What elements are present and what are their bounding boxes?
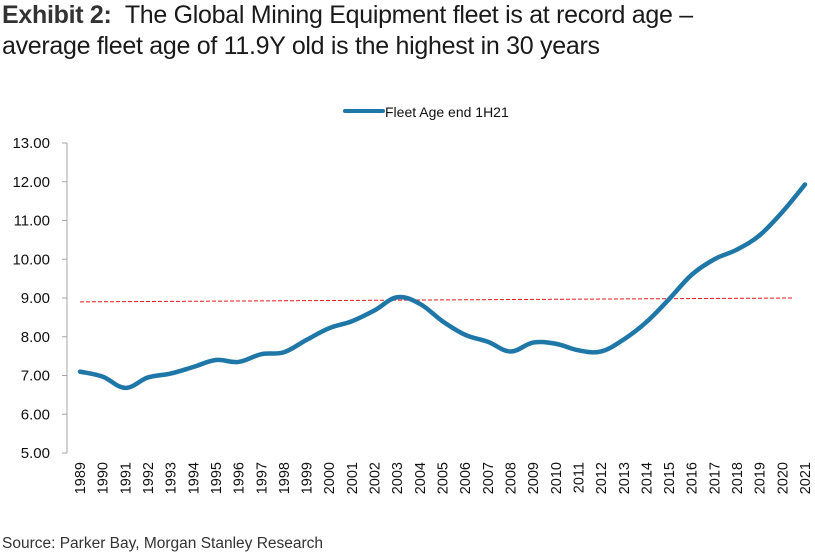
y-tick-label: 9.00 [21,290,50,307]
y-tick-label: 11.00 [14,213,50,230]
x-tick-label: 2012 [594,462,610,494]
x-tick-label: 2020 [775,462,791,494]
x-tick-label: 2003 [390,462,406,494]
x-tick-label: 1993 [164,462,180,494]
trend-line [79,297,794,303]
x-tick-label: 1992 [141,462,157,494]
y-tick-label: 6.00 [21,406,50,423]
exhibit-label: Exhibit 2: [2,1,112,29]
legend-label-fleet-age: Fleet Age end 1H21 [385,104,509,120]
x-tick-label: 2007 [481,462,497,494]
x-tick-label: 2001 [345,462,361,494]
legend: Fleet Age end 1H21 [343,104,509,120]
y-tick-label: 7.00 [21,368,50,385]
x-tick-label: 2018 [730,462,746,494]
x-tick-label: 2016 [685,462,701,494]
x-tick-label: 1990 [96,462,112,494]
x-tick-label: 2021 [798,462,814,494]
x-tick-label: 2015 [662,462,678,494]
x-tick-label: 2013 [617,462,633,494]
y-tick-label: 12.00 [12,174,50,191]
x-tick-label: 2009 [526,462,542,494]
x-tick-label: 2017 [707,462,723,494]
y-tick-label: 8.00 [21,329,50,346]
x-tick-label: 1997 [254,462,270,494]
x-tick-label: 2019 [753,462,769,494]
x-tick-label: 1995 [209,462,225,494]
x-tick-label: 2000 [322,462,338,494]
chart-title: Exhibit 2: The Global Mining Equipment f… [2,0,814,62]
x-tick-label: 1991 [118,462,134,494]
x-tick-label: 2005 [436,462,452,494]
x-tick-label: 1999 [300,462,316,494]
x-tick-label: 1996 [232,462,248,494]
x-tick-label: 2008 [503,462,519,494]
x-axis: 1989 1990 1991 1992 1993 1994 1995 1996 1997 1998… [73,462,814,494]
x-tick-label: 2014 [639,462,655,494]
series-line-fleet-age [77,182,808,391]
title-line-2: average fleet age of 11.9Y old is the hi… [2,32,600,60]
y-tick-label: 5.00 [21,445,50,462]
x-tick-label: 2010 [549,462,565,494]
x-tick-label: 2004 [413,462,429,494]
x-tick-label: 2011 [571,462,587,493]
y-tick-label: 10.00 [12,251,50,268]
x-tick-label: 1989 [73,462,89,494]
x-tick-label: 2006 [458,462,474,494]
y-axis: 5.00 6.00 7.00 8.00 9.00 10.00 11.00 12.00 13.00 [12,135,68,462]
source-note: Source: Parker Bay, Morgan Stanley Resea… [2,535,324,552]
title-line-1: The Global Mining Equipment fleet is at … [124,1,693,29]
x-tick-label: 2002 [368,462,384,494]
x-tick-label: 1998 [277,462,293,494]
series-layer [77,182,808,391]
x-tick-label: 1994 [186,462,202,494]
y-tick-label: 13.00 [12,135,50,152]
